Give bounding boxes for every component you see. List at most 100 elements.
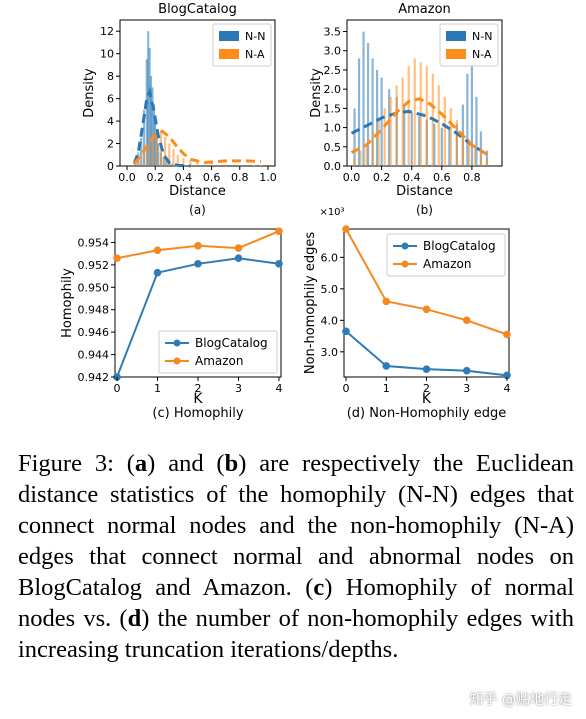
y-tick-label-a-5: 10 <box>100 48 114 61</box>
hist-bar-b-0-3 <box>366 43 370 167</box>
data-point-c-1-4 <box>275 227 283 236</box>
hist-bar-b-0-5 <box>375 69 379 166</box>
data-point-d-1-3 <box>462 316 471 325</box>
y-tick-label-b-1: 0.5 <box>324 141 342 154</box>
x-tick-label-b-2: 0.4 <box>403 171 421 184</box>
panel-sublabel-c: (c) Homophily <box>152 406 243 421</box>
caption-figure-label: Figure 3: <box>18 450 114 477</box>
data-point-c-0-3 <box>234 254 243 262</box>
hist-bar-a-0-14 <box>162 157 165 166</box>
hist-bar-a-0-6 <box>148 48 151 167</box>
y-tick-label-d-0: 3.0 <box>321 346 339 359</box>
hist-bar-b-0-9 <box>403 104 406 166</box>
chart-title-a: BlogCatalog <box>158 2 237 17</box>
x-tick-label-d-2: 2 <box>423 382 430 395</box>
x-axis-label-a: Distance <box>169 184 226 199</box>
y-axis-label-d: Non-homophily edges <box>303 232 318 374</box>
hist-bar-b-0-18 <box>466 73 469 166</box>
legend-marker-c-1 <box>173 357 181 365</box>
data-point-d-0-1 <box>382 362 391 370</box>
hist-bar-a-1-2 <box>147 143 150 166</box>
chart-panel-c: 0 1 2 3 4 0.942 0.944 0.946 0.948 0.950 0.952 0.954… <box>60 227 283 421</box>
y-tick-label-c-0: 0.942 <box>78 371 110 384</box>
x-tick-label-d-1: 1 <box>383 382 390 395</box>
caption-ref-b: b <box>224 450 239 477</box>
data-point-d-1-2 <box>422 305 431 314</box>
kde-curve-b-1 <box>350 97 488 156</box>
legend-label-d-1: Amazon <box>423 257 472 271</box>
hist-bar-a-1-7 <box>168 143 171 166</box>
hist-bar-a-0-2 <box>140 137 143 166</box>
watermark-text: 知乎 @贴地行走 <box>469 692 572 708</box>
hist-bar-b-1-22 <box>485 158 489 166</box>
hist-bar-b-1-14 <box>437 85 440 166</box>
hist-bar-b-1-9 <box>407 66 410 166</box>
y-tick-label-c-1: 0.944 <box>78 349 110 362</box>
hist-bar-b-1-7 <box>395 85 398 166</box>
x-tick-label-d-4: 4 <box>503 382 510 395</box>
hist-bar-b-0-10 <box>410 112 413 166</box>
x-tick-label-d-3: 3 <box>463 382 470 395</box>
legend-marker-d-1 <box>401 260 409 268</box>
data-point-c-0-1 <box>153 268 162 277</box>
hist-bar-a-1-14 <box>224 164 227 166</box>
hist-bar-b-1-6 <box>389 96 392 166</box>
y-tick-label-d-2: 5.0 <box>321 283 339 296</box>
hist-bar-b-0-2 <box>362 31 365 166</box>
hist-bar-b-1-2 <box>365 142 368 166</box>
hist-bar-a-1-8 <box>172 149 175 166</box>
hist-bar-b-1-3 <box>371 131 374 166</box>
panel-sublabel-a: (a) <box>189 203 206 217</box>
hist-bar-b-1-19 <box>467 139 470 166</box>
data-point-c-1-3 <box>234 244 243 252</box>
y-tick-label-d-1: 4.0 <box>321 314 339 327</box>
y-tick-label-c-3: 0.948 <box>78 304 110 317</box>
kde-curve-b-0 <box>350 109 488 156</box>
data-point-c-1-0 <box>113 254 121 262</box>
y-tick-label-b-4: 2.0 <box>324 83 342 96</box>
axis-multiplier-d: ×10³ <box>319 207 344 218</box>
hist-bar-a-1-16 <box>252 165 255 166</box>
y-tick-label-b-0: 0.0 <box>324 160 342 173</box>
hist-bar-a-1-9 <box>176 154 179 166</box>
legend-d <box>386 233 506 277</box>
hist-bar-b-0-19 <box>470 54 474 166</box>
hist-bar-a-0-15 <box>165 160 168 166</box>
hist-bar-b-1-5 <box>383 108 386 166</box>
hist-bar-a-1-4 <box>155 128 158 166</box>
x-tick-label-c-4: 4 <box>275 382 282 395</box>
hist-bar-a-0-7 <box>149 76 153 166</box>
caption-ref-a: a <box>134 450 148 477</box>
legend-c <box>158 330 278 374</box>
legend-label-c-0: BlogCatalog <box>195 336 268 350</box>
legend-marker-c-0 <box>173 339 181 347</box>
legend-label-c-1: Amazon <box>195 354 244 368</box>
hist-bar-a-0-12 <box>156 143 160 166</box>
hist-bar-b-1-1 <box>359 150 362 166</box>
hist-bar-a-0-8 <box>151 87 154 166</box>
x-tick-label-c-3: 3 <box>235 382 242 395</box>
hist-bar-b-1-20 <box>473 146 477 166</box>
caption-ref-c: c <box>313 574 325 601</box>
data-point-d-0-2 <box>422 365 431 373</box>
x-tick-label-a-3: 0.6 <box>203 171 221 184</box>
hist-bar-a-0-3 <box>142 109 146 166</box>
y-tick-label-c-4: 0.950 <box>78 281 110 294</box>
x-tick-label-b-4: 0.8 <box>463 171 481 184</box>
hist-bar-b-1-4 <box>377 119 380 166</box>
hist-bar-b-1-8 <box>401 77 404 166</box>
hist-bar-b-0-20 <box>475 96 478 166</box>
hist-bar-a-1-3 <box>151 134 154 166</box>
x-tick-label-c-2: 2 <box>195 382 202 395</box>
caption-text-3: the number of non-homophily edges with i… <box>18 605 574 663</box>
x-tick-label-b-0: 0.0 <box>343 171 361 184</box>
legend-swatch-b-1 <box>446 49 466 59</box>
x-tick-label-a-0: 0.0 <box>118 171 136 184</box>
x-axis-label-d: K <box>422 391 432 407</box>
caption-and: and <box>168 450 204 477</box>
chart-title-b: Amazon <box>398 2 451 17</box>
figure-caption: Figure 3: (a) and (b) are respectively t… <box>18 450 575 663</box>
hist-bar-b-0-7 <box>388 89 391 166</box>
y-tick-label-a-3: 6 <box>107 93 114 106</box>
y-tick-label-b-5: 2.5 <box>324 64 342 77</box>
